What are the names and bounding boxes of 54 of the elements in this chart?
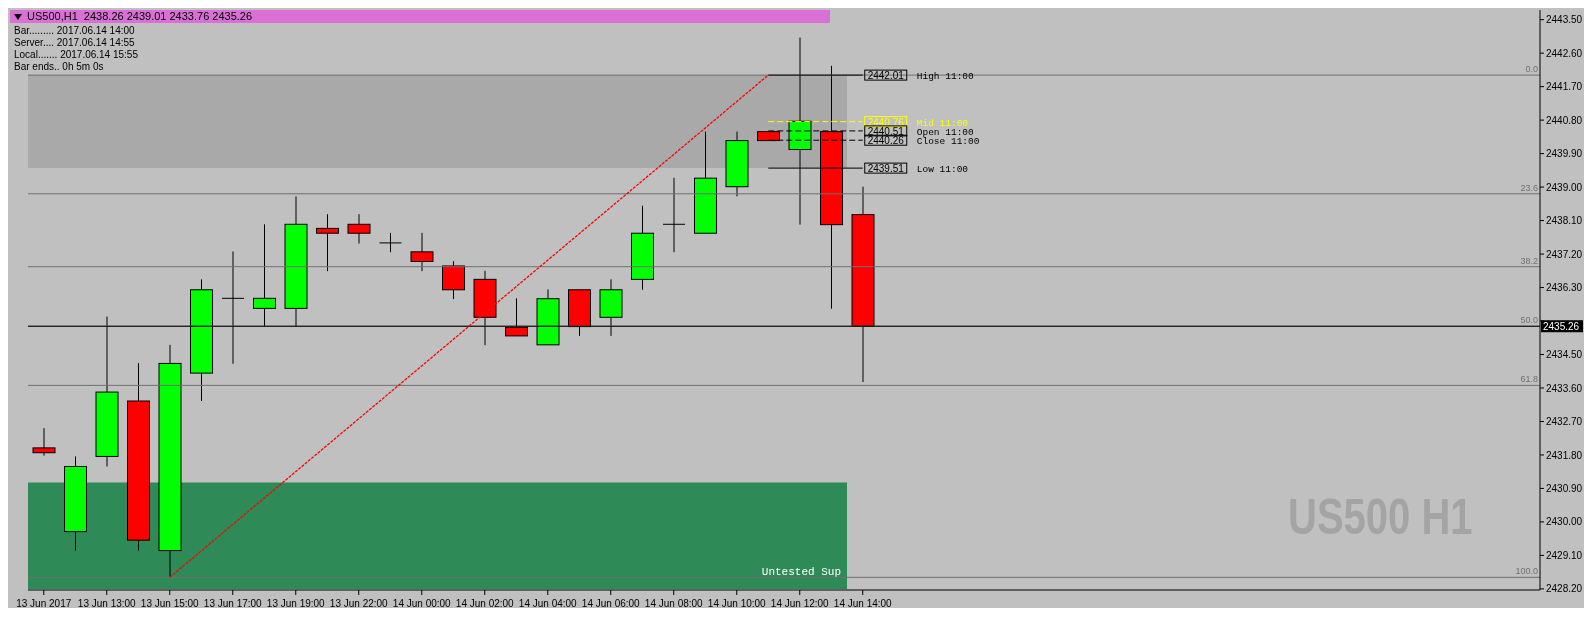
annotation: 100.0	[1515, 566, 1538, 577]
y-tick-label: 2434.50	[1546, 349, 1583, 361]
annotation: Bar......... 2017.06.14 14:00	[14, 25, 136, 37]
x-tick-label: 13 Jun 19:00	[266, 598, 326, 609]
x-tick-label: 13 Jun 17:00	[203, 598, 263, 609]
x-tick-label: 13 Jun 22:00	[329, 598, 389, 609]
annotation: 61.8	[1520, 374, 1538, 385]
ref-line-label: 2439.51	[867, 163, 905, 175]
annotation: Server.... 2017.06.14 14:55	[14, 37, 136, 49]
ref-line-label: 2442.01	[867, 70, 905, 82]
y-tick-label: 2430.90	[1546, 482, 1583, 494]
y-tick-label: 2439.90	[1546, 148, 1583, 160]
annotation: 50.0	[1520, 315, 1538, 326]
x-tick-label: 13 Jun 13:00	[77, 598, 137, 609]
annotation: 23.6	[1520, 182, 1538, 193]
band-label: Untested Sup	[761, 565, 841, 578]
x-tick-label: 14 Jun 12:00	[770, 598, 830, 609]
y-tick-label: 2439.00	[1546, 181, 1583, 193]
x-tick-label: 14 Jun 10:00	[707, 598, 767, 609]
annotation: Low 11:00	[916, 164, 969, 176]
annotation: 38.2	[1520, 255, 1538, 266]
y-tick-label: 2429.10	[1546, 549, 1583, 561]
y-tick-label: 2436.30	[1546, 282, 1583, 294]
y-tick-label: 2438.10	[1546, 215, 1583, 227]
y-tick-label: 2433.60	[1546, 382, 1583, 394]
y-tick-label: 2440.80	[1546, 114, 1583, 126]
y-tick-label: 2432.70	[1546, 416, 1583, 428]
x-tick-label: 14 Jun 04:00	[518, 598, 578, 609]
y-tick-label: 2442.60	[1546, 47, 1583, 59]
ref-line-label: 2440.51	[867, 125, 905, 137]
x-tick-label: 13 Jun 15:00	[140, 598, 200, 609]
y-tick-label: 2428.20	[1546, 583, 1583, 595]
x-tick-label: 13 Jun 2017	[16, 598, 72, 609]
ref-line-label: 2435.26	[1543, 321, 1580, 333]
x-tick-label: 14 Jun 02:00	[455, 598, 515, 609]
annotation: 0.0	[1525, 64, 1538, 75]
y-tick-label: 2431.80	[1546, 449, 1583, 461]
x-tick-label: 14 Jun 08:00	[644, 598, 704, 609]
y-tick-label: 2443.50	[1546, 14, 1583, 26]
annotation: High 11:00	[916, 71, 975, 83]
y-tick-label: 2437.20	[1546, 248, 1583, 260]
y-tick-label: 2441.70	[1546, 81, 1583, 93]
ref-line-label: 2440.26	[867, 135, 905, 147]
annotation: Bar ends.. 0h 5m 0s	[14, 61, 105, 73]
x-tick-label: 14 Jun 00:00	[392, 598, 452, 609]
x-tick-label: 14 Jun 06:00	[581, 598, 641, 609]
annotation: Close 11:00	[916, 136, 980, 148]
annotation: Local....... 2017.06.14 15:55	[14, 49, 138, 61]
ref-line-label: 2440.76	[867, 116, 905, 128]
chart-title: US500,H1 2438.26 2439.01 2433.76 2435.26	[27, 10, 253, 22]
x-tick-label: 14 Jun 14:00	[833, 598, 893, 609]
annotation: Open 11:00	[916, 126, 975, 138]
annotation: Mid 11:00	[916, 117, 969, 129]
y-tick-label: 2430.00	[1546, 516, 1583, 528]
